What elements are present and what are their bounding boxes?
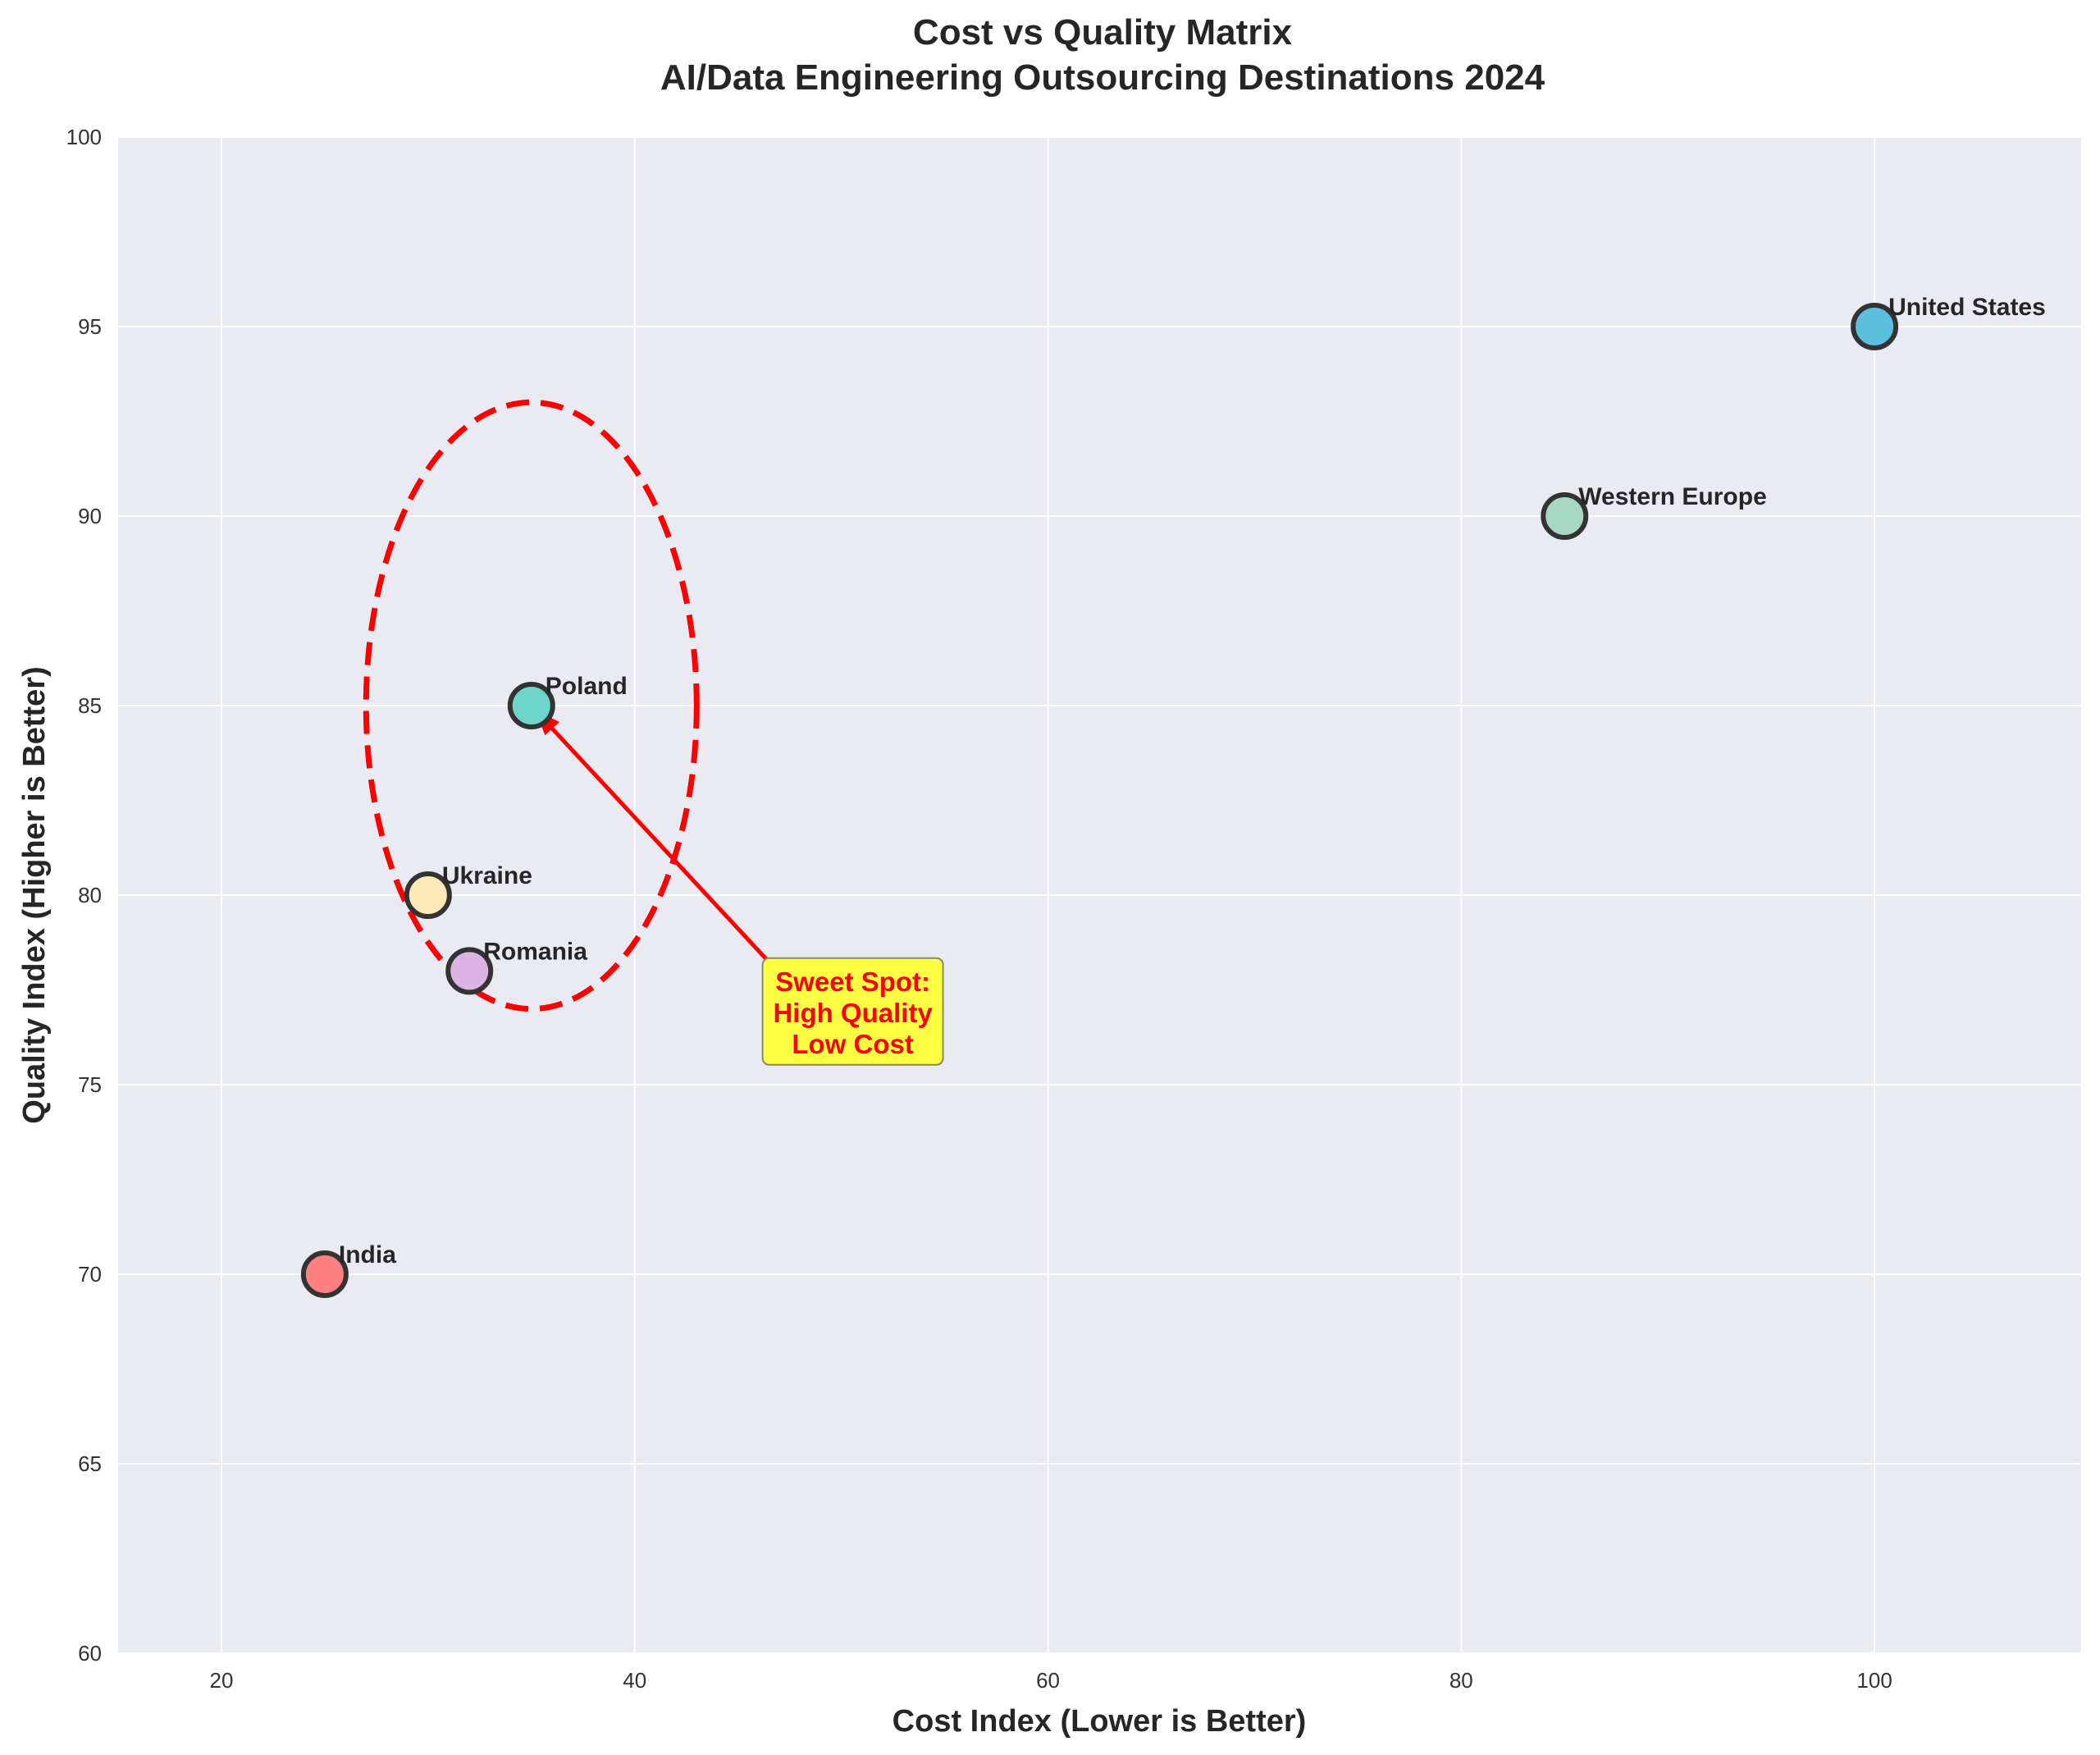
grid	[118, 136, 2081, 1654]
x-tick-label: 80	[1449, 1668, 1473, 1693]
x-axis-label: Cost Index (Lower is Better)	[892, 1704, 1307, 1739]
data-point-label: United States	[1888, 294, 2046, 321]
x-tick-label: 40	[623, 1668, 646, 1693]
data-point	[1851, 303, 1899, 350]
y-tick-label: 70	[78, 1262, 102, 1287]
y-axis-label: Quality Index (Higher is Better)	[17, 666, 52, 1123]
x-tick-label: 20	[209, 1668, 233, 1693]
annotation-box	[761, 957, 944, 1066]
annotation-text-line: High Quality	[773, 998, 933, 1028]
y-tick-label: 75	[78, 1072, 102, 1097]
sweet-spot-ellipse	[363, 399, 700, 1012]
y-tick-label: 65	[78, 1451, 102, 1476]
data-point	[300, 1250, 349, 1298]
y-tick-labels: 60 65 70 75 80 85 90 95 100	[66, 125, 102, 1666]
x-tick-label: 60	[1036, 1668, 1060, 1693]
data-point-label: Western Europe	[1578, 483, 1767, 510]
data-points: United States Western Europe Poland Ukraine…	[300, 294, 2046, 1298]
x-tick-label: 100	[1856, 1668, 1892, 1693]
annotation-text-line: Sweet Spot:	[775, 967, 930, 997]
y-tick-label: 60	[78, 1641, 102, 1666]
y-tick-label: 90	[78, 504, 102, 528]
data-point-label: India	[339, 1241, 396, 1268]
annotation-arrow-line	[533, 709, 804, 999]
chart-title-line1: Cost vs Quality Matrix	[913, 12, 1293, 53]
y-tick-label: 80	[78, 883, 102, 907]
data-point	[445, 947, 494, 995]
data-point	[1541, 492, 1589, 540]
data-point-label: Poland	[546, 673, 628, 700]
sweet-spot-highlight	[363, 399, 700, 1012]
y-tick-label: 100	[66, 125, 102, 149]
annotation-text-line: Low Cost	[792, 1029, 913, 1059]
y-tick-label: 85	[78, 693, 102, 718]
chart-title-line2: AI/Data Engineering Outsourcing Destinat…	[660, 57, 1545, 98]
x-tick-labels: 20 40 60 80 100	[209, 1668, 1892, 1693]
data-point	[404, 871, 452, 919]
y-tick-label: 95	[78, 314, 102, 339]
data-point	[507, 682, 555, 729]
data-point-label: Romania	[483, 938, 587, 965]
data-point-label: Ukraine	[442, 862, 532, 889]
